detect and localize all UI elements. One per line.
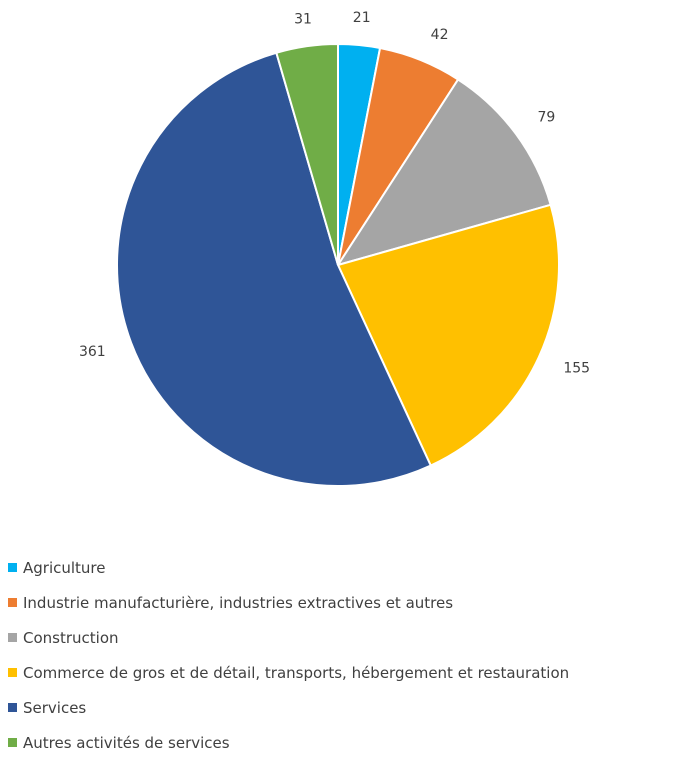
pie-slice-3 bbox=[336, 203, 560, 467]
pie-slices bbox=[116, 42, 560, 487]
legend-label: Industrie manufacturière, industries ext… bbox=[23, 593, 454, 612]
legend-swatch bbox=[8, 703, 17, 712]
pie-chart: 21 42 79 155 361 31 bbox=[79, 10, 590, 487]
data-label-3: 155 bbox=[563, 361, 590, 377]
legend-item-0: Agriculture bbox=[8, 550, 569, 585]
data-label-0: 21 bbox=[353, 10, 371, 26]
legend-item-1: Industrie manufacturière, industries ext… bbox=[8, 585, 569, 620]
pie-slice-4 bbox=[116, 51, 433, 487]
data-label-2: 79 bbox=[538, 110, 556, 126]
legend-item-2: Construction bbox=[8, 620, 569, 655]
legend-label: Construction bbox=[23, 628, 119, 647]
data-label-1: 42 bbox=[431, 27, 449, 43]
data-label-4: 361 bbox=[79, 344, 106, 360]
legend-item-4: Services bbox=[8, 690, 569, 725]
legend-swatch bbox=[8, 668, 17, 677]
data-labels: 21 42 79 155 361 31 bbox=[79, 10, 590, 376]
legend-label: Autres activités de services bbox=[23, 733, 230, 752]
legend-label: Services bbox=[23, 698, 87, 717]
legend-swatch bbox=[8, 563, 17, 572]
legend-swatch bbox=[8, 633, 17, 642]
legend-label: Commerce de gros et de détail, transport… bbox=[23, 663, 570, 682]
pie-slice-5 bbox=[275, 42, 339, 266]
legend-swatch bbox=[8, 738, 17, 747]
legend-label: Agriculture bbox=[23, 558, 106, 577]
pie-slice-2 bbox=[335, 78, 552, 267]
legend-item-3: Commerce de gros et de détail, transport… bbox=[8, 655, 569, 690]
legend: Agriculture Industrie manufacturière, ind… bbox=[8, 550, 569, 760]
data-label-5: 31 bbox=[294, 11, 312, 27]
legend-swatch bbox=[8, 598, 17, 607]
legend-item-5: Autres activités de services bbox=[8, 725, 569, 760]
